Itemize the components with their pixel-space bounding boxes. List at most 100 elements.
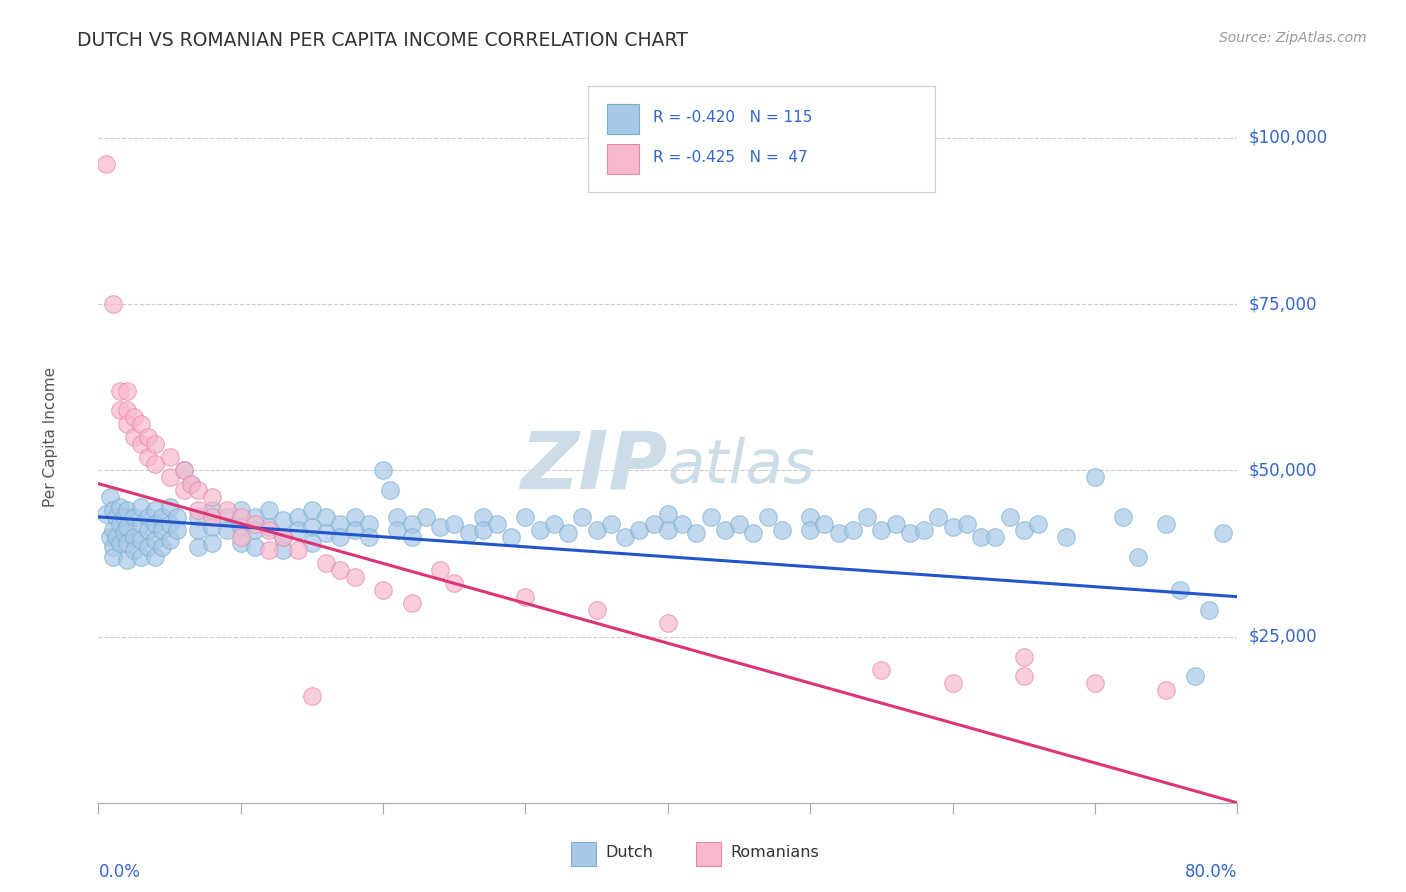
Point: [108, 516, 131, 531]
Point: [357, 530, 380, 544]
Point: [187, 540, 209, 554]
Point: [129, 436, 152, 450]
Point: [108, 500, 131, 514]
Point: [373, 463, 395, 477]
Point: [856, 509, 879, 524]
Point: [201, 536, 224, 550]
Point: [243, 509, 266, 524]
Point: [515, 509, 537, 524]
Point: [685, 526, 707, 541]
Point: [136, 523, 159, 537]
Point: [101, 549, 124, 564]
Point: [287, 543, 309, 558]
Point: [301, 503, 323, 517]
Point: [101, 503, 124, 517]
Point: [1154, 516, 1177, 531]
Point: [115, 417, 138, 431]
Point: [180, 476, 202, 491]
Point: [259, 543, 281, 558]
Point: [1084, 470, 1107, 484]
Point: [98, 530, 121, 544]
Point: [799, 523, 821, 537]
Point: [471, 509, 494, 524]
Point: [429, 563, 451, 577]
Point: [329, 563, 352, 577]
Point: [1184, 669, 1206, 683]
Point: [104, 530, 127, 544]
Point: [229, 509, 252, 524]
Point: [229, 503, 252, 517]
Point: [315, 557, 337, 571]
Point: [600, 516, 623, 531]
Point: [614, 530, 637, 544]
Point: [671, 516, 693, 531]
Point: [585, 523, 607, 537]
Point: [201, 520, 224, 534]
Point: [301, 536, 323, 550]
Point: [984, 530, 1007, 544]
Point: [643, 516, 665, 531]
Point: [1012, 649, 1035, 664]
Point: [187, 523, 209, 537]
Text: ZIP: ZIP: [520, 427, 668, 506]
Point: [315, 526, 337, 541]
Point: [122, 543, 145, 558]
Point: [870, 663, 893, 677]
Point: [129, 516, 152, 531]
Point: [401, 530, 423, 544]
Point: [201, 509, 224, 524]
Text: $25,000: $25,000: [1249, 628, 1317, 646]
Point: [122, 430, 145, 444]
Point: [699, 509, 721, 524]
Point: [94, 157, 117, 171]
Point: [115, 503, 138, 517]
Point: [501, 530, 523, 544]
Point: [884, 516, 907, 531]
Point: [136, 430, 159, 444]
Point: [145, 436, 167, 450]
Point: [129, 417, 152, 431]
Point: [145, 549, 167, 564]
Point: [129, 549, 152, 564]
Point: [898, 526, 921, 541]
Text: R = -0.420   N = 115: R = -0.420 N = 115: [652, 110, 813, 125]
Point: [343, 509, 366, 524]
Point: [101, 297, 124, 311]
Point: [1198, 603, 1220, 617]
Point: [187, 503, 209, 517]
Point: [273, 513, 295, 527]
Point: [243, 523, 266, 537]
Point: [942, 676, 965, 690]
Point: [912, 523, 935, 537]
Point: [571, 509, 593, 524]
Point: [201, 490, 224, 504]
Point: [401, 596, 423, 610]
Point: [956, 516, 979, 531]
Point: [152, 523, 174, 537]
Point: [159, 516, 181, 531]
Point: [1154, 682, 1177, 697]
Point: [115, 403, 138, 417]
Point: [129, 500, 152, 514]
Point: [273, 543, 295, 558]
Point: [657, 523, 679, 537]
Point: [942, 520, 965, 534]
Text: Dutch: Dutch: [605, 845, 654, 860]
Point: [543, 516, 565, 531]
Point: [136, 509, 159, 524]
Bar: [696, 842, 721, 866]
Text: 0.0%: 0.0%: [98, 863, 141, 880]
Point: [122, 509, 145, 524]
FancyBboxPatch shape: [588, 86, 935, 192]
Point: [443, 516, 465, 531]
Point: [628, 523, 651, 537]
Point: [173, 463, 195, 477]
Point: [122, 530, 145, 544]
Point: [529, 523, 551, 537]
Point: [173, 463, 195, 477]
Point: [486, 516, 509, 531]
Point: [215, 503, 238, 517]
Point: [387, 523, 409, 537]
Point: [515, 590, 537, 604]
Point: [243, 516, 266, 531]
